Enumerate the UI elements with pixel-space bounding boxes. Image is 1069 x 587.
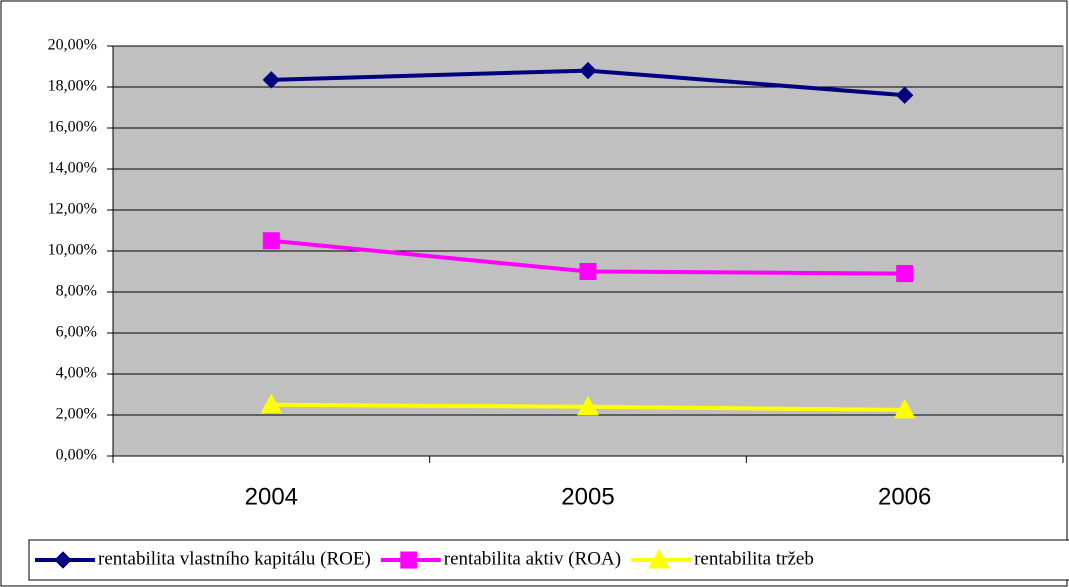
y-tick-label: 14,00% bbox=[48, 160, 97, 177]
x-tick-label: 2005 bbox=[561, 483, 614, 510]
y-tick-label: 8,00% bbox=[56, 283, 97, 300]
legend bbox=[28, 539, 1069, 581]
marker bbox=[262, 232, 280, 250]
y-tick-label: 16,00% bbox=[48, 119, 97, 136]
y-tick-label: 0,00% bbox=[56, 447, 97, 464]
marker bbox=[579, 61, 597, 80]
marker bbox=[54, 551, 72, 569]
x-tick-label: 2006 bbox=[878, 483, 931, 510]
marker bbox=[400, 551, 418, 569]
y-tick-label: 20,00% bbox=[48, 37, 97, 54]
y-tick-label: 6,00% bbox=[56, 324, 97, 341]
y-tick-label: 10,00% bbox=[48, 242, 97, 259]
marker bbox=[577, 395, 599, 416]
y-tick-label: 2,00% bbox=[56, 406, 97, 423]
marker bbox=[896, 265, 914, 283]
marker bbox=[895, 86, 914, 104]
x-tick-label: 2004 bbox=[245, 483, 298, 510]
y-tick-label: 4,00% bbox=[56, 365, 97, 382]
y-tick-label: 12,00% bbox=[48, 201, 97, 218]
legend-label: rentabilita aktiv (ROA) bbox=[444, 548, 621, 569]
y-tick-label: 18,00% bbox=[48, 78, 97, 95]
legend-label: rentabilita vlastního kapitálu (ROE) bbox=[98, 548, 371, 569]
marker bbox=[648, 548, 670, 569]
marker bbox=[260, 393, 283, 414]
marker bbox=[579, 263, 597, 280]
marker bbox=[893, 398, 916, 419]
marker bbox=[262, 71, 281, 89]
legend-label: rentabilita tržeb bbox=[694, 548, 814, 569]
